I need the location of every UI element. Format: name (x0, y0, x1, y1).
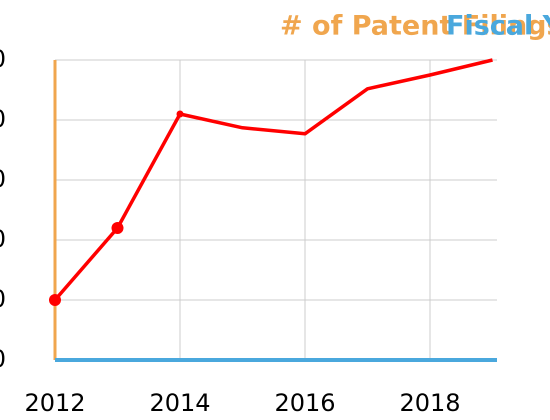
x-tick-label: 2012 (24, 389, 85, 417)
y-tick-label: 0 (0, 345, 6, 373)
x-tick-label: 2018 (399, 389, 460, 417)
y-tick-label: 10 (0, 285, 6, 313)
y-tick-label: 30 (0, 165, 6, 193)
point (176, 110, 184, 118)
x-tick-label: 2014 (149, 389, 210, 417)
y-tick-label: 20 (0, 225, 6, 253)
y-axis-title: # of Patent Filings (280, 11, 550, 42)
y-tick-label: 40 (0, 105, 6, 133)
line (53, 58, 493, 302)
y-tick-label: 50 (0, 45, 6, 73)
point (49, 294, 61, 306)
x-tick-label: 2016 (274, 389, 335, 417)
point (111, 222, 124, 234)
x-axis-title: Fiscal Year (446, 11, 550, 42)
